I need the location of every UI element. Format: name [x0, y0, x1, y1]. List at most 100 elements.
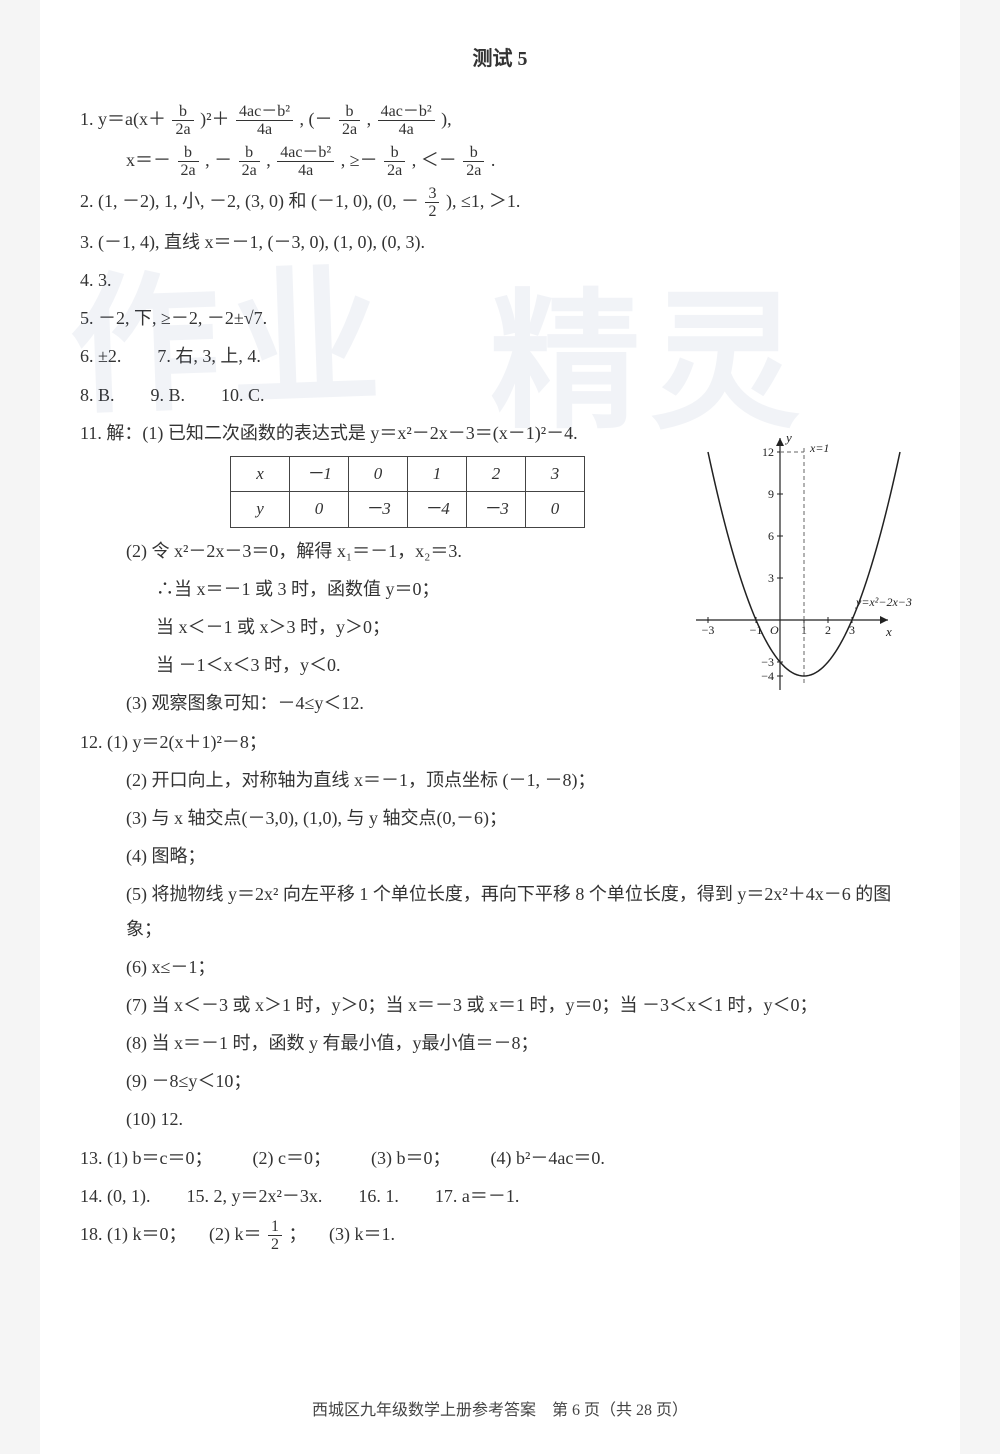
q12-p7: (7) 当 x＜－3 或 x＞1 时，y＞0；当 x＝－3 或 x＝1 时，y＝… — [80, 988, 920, 1022]
den: 2a — [463, 162, 484, 180]
t: , ≥－ — [341, 150, 378, 170]
svg-text:12: 12 — [762, 445, 774, 459]
den: 2a — [178, 162, 199, 180]
den: 4a — [277, 162, 334, 180]
t: , — [367, 109, 376, 129]
t: , — [266, 150, 275, 170]
q1-text: y＝a(x＋ — [98, 109, 166, 129]
cell: 2 — [467, 457, 526, 492]
graph-svg: 12963−3−4−3−1123Oyxx=1y=x²−2x−3 — [690, 410, 920, 690]
q12-p2: (2) 开口向上，对称轴为直线 x＝－1，顶点坐标 (－1, －8)； — [80, 763, 920, 797]
q13: 13. (1) b＝c＝0； (2) c＝0； (3) b＝0； (4) b²－… — [80, 1141, 920, 1175]
q12-p6: (6) x≤－1； — [80, 950, 920, 984]
cell: 0 — [526, 492, 585, 527]
q1-line1: 1. y＝a(x＋ b2a )²＋ 4ac－b²4a , (－ b2a , 4a… — [80, 102, 920, 139]
q1-frac3: b2a — [337, 103, 362, 139]
cell: x — [231, 457, 290, 492]
t: ), — [441, 109, 452, 129]
t: . — [491, 150, 496, 170]
num: 4ac－b² — [378, 103, 435, 122]
cell: 0 — [349, 457, 408, 492]
q12-p5: (5) 将抛物线 y＝2x² 向左平移 1 个单位长度，再向下平移 8 个单位长… — [80, 877, 920, 945]
cell: －1 — [290, 457, 349, 492]
f: b2a — [461, 144, 486, 180]
t: x＝－ — [126, 150, 171, 170]
q1-frac1: b2a — [170, 103, 195, 139]
svg-text:x: x — [885, 624, 892, 639]
num: 4ac－b² — [236, 103, 293, 122]
den: 2a — [339, 121, 360, 139]
num: 4ac－b² — [277, 144, 334, 163]
cell: 3 — [526, 457, 585, 492]
den: 2 — [425, 203, 439, 221]
cell: y — [231, 492, 290, 527]
t: 解：(1) 已知二次函数的表达式是 y＝x²－2x－3＝(x－1)²－4. — [106, 423, 577, 443]
q1-frac2: 4ac－b²4a — [234, 103, 295, 139]
q12-p8: (8) 当 x＝－1 时，函数 y 有最小值，y最小值＝－8； — [80, 1026, 920, 1060]
svg-text:9: 9 — [768, 487, 774, 501]
q18-b-pre: (2) k＝ — [209, 1224, 262, 1244]
q1-line2: x＝－ b2a , － b2a , 4ac－b²4a , ≥－ b2a , ＜－… — [80, 143, 920, 180]
t: ), ≤1, ＞1. — [446, 191, 520, 211]
num: b — [384, 144, 405, 163]
svg-text:−4: −4 — [761, 669, 774, 683]
f: 4ac－b²4a — [275, 144, 336, 180]
page-footer: 西城区九年级数学上册参考答案 第 6 页（共 28 页） — [40, 1396, 960, 1426]
svg-text:3: 3 — [768, 571, 774, 585]
t: , ＜－ — [412, 150, 457, 170]
q6-7: 6. ±2. 7. 右, 3, 上, 4. — [80, 339, 920, 373]
num: b — [339, 103, 360, 122]
num: 3 — [425, 185, 439, 204]
q12-p9: (9) －8≤y＜10； — [80, 1064, 920, 1098]
den: 2a — [384, 162, 405, 180]
q18-c: (3) k＝1. — [329, 1224, 395, 1244]
q1-label: 1. — [80, 109, 94, 129]
svg-text:x=1: x=1 — [809, 441, 829, 455]
q3: 3. (－1, 4), 直线 x＝－1, (－3, 0), (1, 0), (0… — [80, 225, 920, 259]
num: 1 — [268, 1218, 282, 1237]
q5: 5. －2, 下, ≥－2, －2±√7. — [80, 301, 920, 335]
page-title: 测试 5 — [80, 40, 920, 78]
t: )²＋ — [200, 109, 229, 129]
table-row: x －1 0 1 2 3 — [231, 457, 585, 492]
svg-text:2: 2 — [825, 623, 831, 637]
num: b — [463, 144, 484, 163]
q13-d: (4) b²－4ac＝0. — [490, 1141, 604, 1175]
q12-p1: 12. (1) y＝2(x＋1)²－8； — [80, 725, 920, 759]
f: 32 — [423, 185, 441, 221]
q12-p3: (3) 与 x 轴交点(－3,0), (1,0), 与 y 轴交点(0,－6)； — [80, 801, 920, 835]
parabola-graph: 12963−3−4−3−1123Oyxx=1y=x²−2x−3 — [690, 410, 920, 690]
cell: 0 — [290, 492, 349, 527]
den: 4a — [378, 121, 435, 139]
f: b2a — [176, 144, 201, 180]
svg-text:−3: −3 — [761, 655, 774, 669]
cell: －3 — [467, 492, 526, 527]
q18-a: 18. (1) k＝0； — [80, 1224, 187, 1244]
q18: 18. (1) k＝0； (2) k＝ 12 ； (3) k＝1. — [80, 1217, 920, 1254]
q14-17: 14. (0, 1). 15. 2, y＝2x²－3x. 16. 1. 17. … — [80, 1179, 920, 1213]
svg-text:O: O — [770, 623, 779, 637]
q2-label: 2. — [80, 191, 94, 211]
t: , － — [205, 150, 232, 170]
page: 作业 精灵 测试 5 1. y＝a(x＋ b2a )²＋ 4ac－b²4a , … — [40, 0, 960, 1454]
t: , (－ — [300, 109, 333, 129]
q12-p4: (4) 图略； — [80, 839, 920, 873]
q18-b-post: ； — [289, 1224, 307, 1244]
num: b — [239, 144, 260, 163]
cell: －4 — [408, 492, 467, 527]
den: 2 — [268, 1236, 282, 1254]
q13-b: (2) c＝0； — [252, 1141, 330, 1175]
q11-label: 11. — [80, 423, 102, 443]
q18-frac: 12 — [266, 1218, 284, 1254]
q12-p10: (10) 12. — [80, 1102, 920, 1136]
den: 4a — [236, 121, 293, 139]
num: b — [172, 103, 193, 122]
q8-10: 8. B. 9. B. 10. C. — [80, 378, 920, 412]
t: (1, －2), 1, 小, －2, (3, 0) 和 (－1, 0), (0,… — [98, 191, 419, 211]
svg-text:−3: −3 — [702, 623, 715, 637]
num: b — [178, 144, 199, 163]
q1-frac4: 4ac－b²4a — [376, 103, 437, 139]
cell: 1 — [408, 457, 467, 492]
svg-text:y=x²−2x−3: y=x²−2x−3 — [855, 595, 912, 609]
svg-text:y: y — [784, 430, 792, 445]
